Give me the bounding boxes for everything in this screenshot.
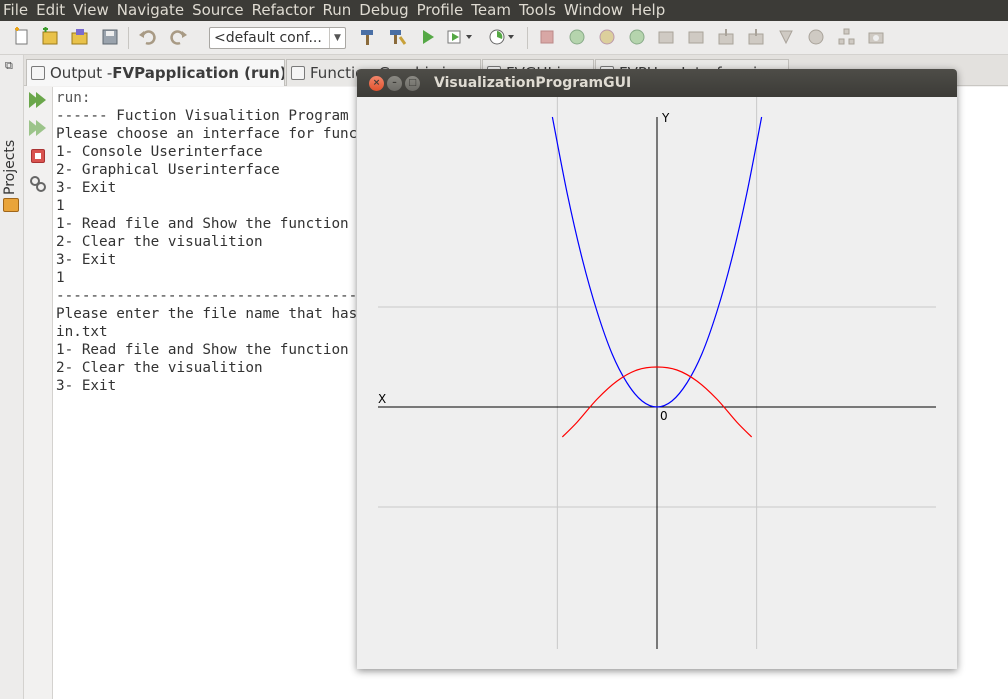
console-line: 1- Read file and Show the function xyxy=(56,216,349,232)
console-line: run: xyxy=(56,90,91,106)
menu-help[interactable]: Help xyxy=(631,1,666,19)
configuration-value: <default conf... xyxy=(214,30,322,46)
console-line: 1- Console Userinterface xyxy=(56,144,263,160)
menu-run[interactable]: Run xyxy=(322,1,352,19)
console-line: 2- Clear the visualition xyxy=(56,360,263,376)
run-to-cursor-icon[interactable] xyxy=(776,27,796,47)
console-line: 3- Exit xyxy=(56,378,117,394)
console-line: 2- Graphical Userinterface xyxy=(56,162,280,178)
continue-icon[interactable] xyxy=(567,27,587,47)
rerun-with-params-icon[interactable] xyxy=(29,119,47,137)
menu-edit[interactable]: Edit xyxy=(36,1,66,19)
open-project-icon[interactable] xyxy=(70,27,90,47)
configuration-select[interactable]: <default conf... ▼ xyxy=(209,27,346,49)
menu-view[interactable]: View xyxy=(73,1,109,19)
console-line: 1 xyxy=(56,198,65,214)
toolbar-separator xyxy=(527,27,528,49)
redo-icon[interactable] xyxy=(168,27,188,47)
new-project-icon[interactable] xyxy=(40,27,60,47)
console-line: 2- Clear the visualition xyxy=(56,234,263,250)
function-plot: X Y 0 xyxy=(378,97,936,649)
projects-tab-label[interactable]: Projects xyxy=(2,139,18,195)
undo-icon[interactable] xyxy=(138,27,158,47)
step-over-expression-icon[interactable] xyxy=(686,27,706,47)
profile-icon[interactable] xyxy=(488,27,514,47)
visualization-window: × – □ VisualizationProgramGUI X Y 0 xyxy=(357,69,957,669)
main-toolbar: <default conf... ▼ xyxy=(0,21,1008,55)
console-line: in.txt xyxy=(56,324,108,340)
step-over-icon[interactable] xyxy=(656,27,676,47)
console-line: 3- Exit xyxy=(56,180,117,196)
step-into-icon[interactable] xyxy=(716,27,736,47)
menu-team[interactable]: Team xyxy=(471,1,511,19)
restore-window-icon[interactable]: ⧉ xyxy=(5,59,13,72)
series-line-2 xyxy=(561,366,753,438)
menu-debug[interactable]: Debug xyxy=(359,1,409,19)
clean-build-icon[interactable] xyxy=(387,27,407,47)
console-line: 1 xyxy=(56,270,65,286)
new-file-icon[interactable] xyxy=(12,27,32,47)
origin-label: 0 xyxy=(660,409,668,423)
tab-output-prefix: Output - xyxy=(50,64,113,82)
output-toolbar xyxy=(24,87,53,699)
take-snapshot-icon[interactable] xyxy=(836,27,856,47)
series-line-1 xyxy=(551,116,763,408)
apply-code-changes-icon[interactable] xyxy=(806,27,826,47)
pause-icon[interactable] xyxy=(597,27,617,47)
save-all-icon[interactable] xyxy=(100,27,120,47)
window-minimize-button[interactable]: – xyxy=(387,76,402,91)
menu-file[interactable]: File xyxy=(3,1,29,19)
left-side-strip: ⧉ Projects xyxy=(0,55,24,699)
menu-window[interactable]: Window xyxy=(563,1,624,19)
run-icon[interactable] xyxy=(418,27,438,47)
menu-navigate[interactable]: Navigate xyxy=(116,1,185,19)
step-out-icon[interactable] xyxy=(746,27,766,47)
tab-output[interactable]: Output - FVPapplication (run) × xyxy=(26,59,285,86)
output-icon xyxy=(31,66,45,80)
menu-refactor[interactable]: Refactor xyxy=(251,1,315,19)
hammer-icon[interactable] xyxy=(357,27,377,47)
console-line: 1- Read file and Show the function xyxy=(56,342,349,358)
java-file-icon xyxy=(291,66,305,80)
camera-icon[interactable] xyxy=(866,27,886,47)
chevron-down-icon: ▼ xyxy=(329,28,345,48)
rerun-icon[interactable] xyxy=(29,91,47,109)
resume-icon[interactable] xyxy=(627,27,647,47)
window-titlebar[interactable]: × – □ VisualizationProgramGUI xyxy=(357,69,957,97)
menu-profile[interactable]: Profile xyxy=(416,1,464,19)
stop-icon[interactable] xyxy=(29,147,47,165)
window-title: VisualizationProgramGUI xyxy=(434,75,632,91)
menu-source[interactable]: Source xyxy=(192,1,244,19)
toolbar-separator xyxy=(128,27,129,49)
projects-icon[interactable] xyxy=(3,198,19,212)
window-close-button[interactable]: × xyxy=(369,76,384,91)
y-axis-label: Y xyxy=(661,111,670,125)
debug-icon[interactable] xyxy=(446,27,472,47)
tab-output-bold: FVPapplication (run) xyxy=(112,64,285,82)
menu-tools[interactable]: Tools xyxy=(518,1,556,19)
settings-icon[interactable] xyxy=(29,175,47,193)
x-axis-label: X xyxy=(378,392,386,406)
stop-icon[interactable] xyxy=(537,27,557,47)
console-line: 3- Exit xyxy=(56,252,117,268)
menu-bar: File Edit View Navigate Source Refactor Run Deb… xyxy=(0,0,1008,21)
window-maximize-button[interactable]: □ xyxy=(405,76,420,91)
